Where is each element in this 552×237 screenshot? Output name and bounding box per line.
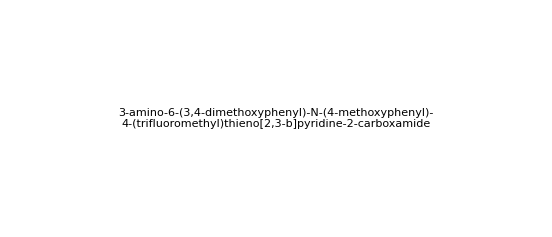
Text: 3-amino-6-(3,4-dimethoxyphenyl)-N-(4-methoxyphenyl)-
4-(trifluoromethyl)thieno[2: 3-amino-6-(3,4-dimethoxyphenyl)-N-(4-met… bbox=[118, 108, 434, 129]
